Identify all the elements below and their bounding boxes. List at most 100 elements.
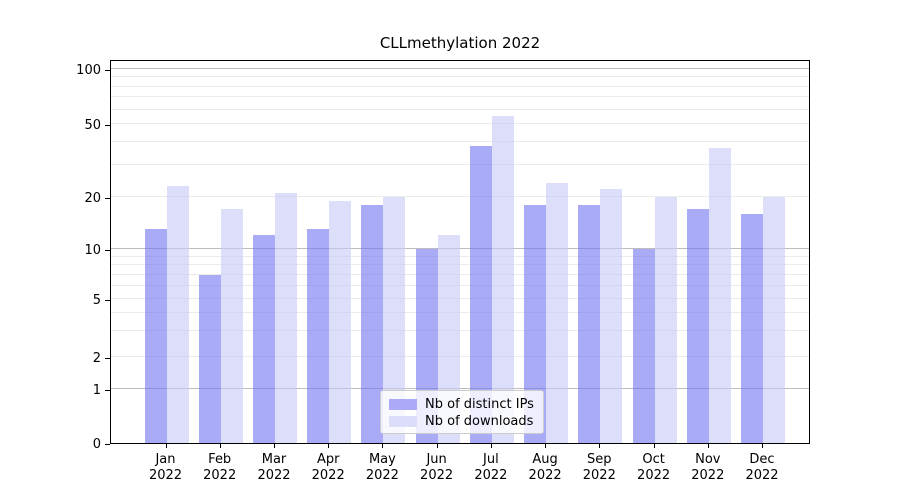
y-tick-label: 100 [76,62,101,78]
legend-swatch-distinct-ips [389,398,417,410]
month-label: Oct [642,452,665,467]
y-tick-label: 5 [92,292,101,308]
x-tick-mark [382,444,384,448]
minor-gridline [111,273,809,275]
legend-item-downloads: Nb of downloads [389,413,535,429]
major-gridline [111,248,809,249]
year-label: 2022 [528,468,562,483]
y-tick-mark [105,357,110,359]
minor-gridline [111,163,809,165]
legend-label-downloads: Nb of downloads [425,413,534,429]
minor-gridline [111,196,809,197]
bar-distinct-ips-apr [307,229,330,443]
x-tick-label-dec: Dec 2022 [732,452,792,484]
month-label: Nov [695,452,721,467]
year-label: 2022 [691,468,725,483]
x-tick-label-feb: Feb 2022 [190,452,250,484]
minor-gridline [111,85,809,87]
legend-swatch-downloads [389,415,417,427]
bar-downloads-oct [654,197,677,443]
y-tick-mark [105,299,110,301]
x-tick-mark [545,444,547,448]
y-tick-label: 50 [84,117,101,133]
year-label: 2022 [148,468,183,483]
minor-gridline [111,298,809,299]
x-tick-label-mar: Mar 2022 [244,452,304,484]
month-label: Dec [749,452,775,467]
bar-distinct-ips-may [361,204,384,443]
year-label: 2022 [257,468,291,483]
month-label: May [368,452,396,467]
month-label: Sep [587,452,612,467]
minor-gridline [111,140,809,142]
x-tick-mark [762,444,763,448]
plot-area [110,60,810,444]
year-label: 2022 [203,468,237,483]
month-label: Feb [208,452,232,467]
y-tick-mark [105,389,110,391]
year-label: 2022 [582,468,616,483]
y-tick-label: 10 [84,242,101,258]
x-tick-label-jul: Jul 2022 [461,452,521,484]
legend: Nb of distinct IPs Nb of downloads [380,390,544,434]
x-tick-label-oct: Oct 2022 [624,452,684,484]
x-tick-mark [165,444,167,448]
x-tick-label-jun: Jun 2022 [407,452,467,484]
y-tick-label: 1 [92,382,101,398]
bar-downloads-mar [275,193,297,443]
minor-gridline [111,123,809,124]
minor-gridline [111,255,809,257]
y-tick-mark [105,197,110,199]
bar-downloads-nov [708,148,731,443]
bar-distinct-ips-feb [198,274,221,443]
y-tick-mark [105,443,110,445]
x-tick-mark [599,444,601,448]
minor-gridline [111,108,809,110]
year-label: 2022 [311,468,345,483]
y-tick-label: 2 [92,350,101,366]
x-tick-label-aug: Aug 2022 [515,452,575,484]
minor-gridline [111,284,809,286]
bar-distinct-ips-dec [741,213,763,443]
x-tick-mark [328,444,330,448]
minor-gridline [111,96,809,98]
bar-distinct-ips-sep [578,204,601,443]
bar-distinct-ips-aug [524,204,547,443]
minor-gridline [111,312,809,314]
y-tick-mark [105,69,110,71]
y-tick-mark [105,249,110,251]
month-label: Aug [532,452,558,467]
x-tick-mark [707,444,709,448]
minor-gridline [111,330,809,332]
bar-downloads-apr [329,200,352,443]
bar-downloads-may [383,197,406,443]
y-tick-label: 0 [92,436,101,452]
bar-distinct-ips-jul [469,145,492,443]
x-tick-mark [490,444,492,448]
legend-item-distinct-ips: Nb of distinct IPs [389,396,535,412]
x-tick-mark [274,444,275,448]
x-tick-mark [653,444,655,448]
x-tick-label-sep: Sep 2022 [569,452,629,484]
bar-distinct-ips-oct [632,249,655,443]
year-label: 2022 [365,468,399,483]
x-tick-label-may: May 2022 [352,452,412,484]
minor-gridline [111,356,809,357]
major-gridline [111,388,809,389]
bar-distinct-ips-mar [253,235,275,443]
chart-title: CLLmethylation 2022 [379,34,541,52]
month-label: Jul [483,452,499,467]
bar-distinct-ips-jan [144,229,167,443]
bar-distinct-ips-nov [686,209,709,443]
x-tick-label-apr: Apr 2022 [298,452,358,484]
y-tick-label: 20 [84,190,101,206]
minor-gridline [111,76,809,78]
x-tick-mark [436,444,438,448]
year-label: 2022 [474,468,508,483]
legend-label-distinct-ips: Nb of distinct IPs [425,396,534,412]
month-label: Mar [261,452,287,467]
bar-downloads-sep [600,189,623,443]
x-tick-label-nov: Nov 2022 [678,452,738,484]
month-label: Jan [155,452,176,467]
